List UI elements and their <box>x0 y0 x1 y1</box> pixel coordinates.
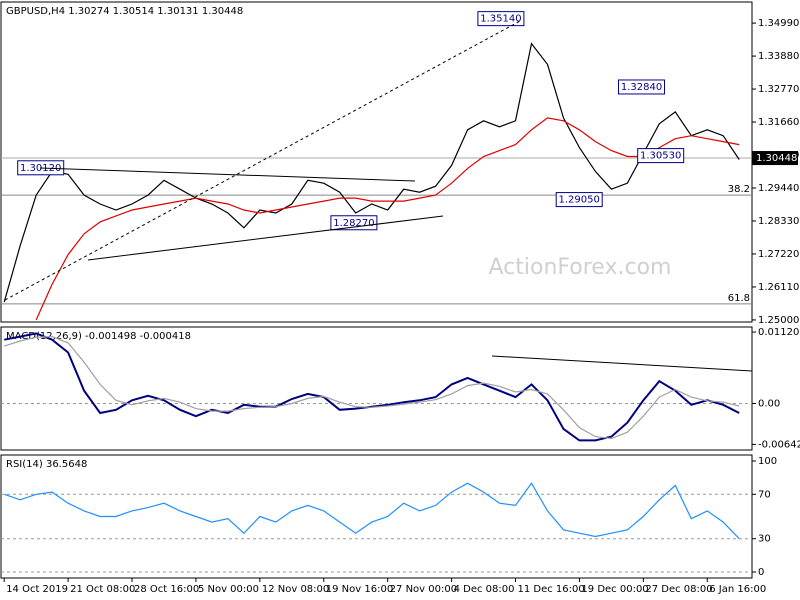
panel-frame <box>0 454 753 579</box>
y-tick-label: 1.33880 <box>758 51 799 62</box>
y-tick-label: 30 <box>758 534 771 545</box>
panel-frame <box>0 326 753 451</box>
y-tick-label: 1.34990 <box>758 18 799 29</box>
y-tick-label: 70 <box>758 489 771 500</box>
price-annotation: 1.30530 <box>637 148 685 164</box>
fib-label: 38.2 <box>728 184 750 195</box>
series-line <box>3 42 740 303</box>
y-tick-label: 1.31660 <box>758 117 799 128</box>
y-tick-label: 0.00 <box>758 398 780 409</box>
price-annotation: 1.35140 <box>477 11 525 27</box>
y-tick-label: 1.26110 <box>758 282 799 293</box>
annotation-label: 1.29050 <box>559 195 600 206</box>
x-tick-label: 27 Dec 08:00 <box>645 584 712 595</box>
lower-triangle-line <box>87 215 444 261</box>
panel-title: RSI(14) 36.5648 <box>6 459 87 470</box>
annotation-box <box>637 148 685 164</box>
y-tick-label: 100 <box>758 456 777 467</box>
series-line <box>4 482 740 540</box>
panel-title: MACD(12,26,9) -0.001498 -0.000418 <box>6 331 191 342</box>
drawing-tools <box>4 19 753 372</box>
y-tick-label: 0.011209 <box>758 327 800 338</box>
x-tick-label: 14 Oct 2019 <box>6 584 68 595</box>
annotation-box <box>555 192 603 208</box>
series-line <box>35 117 740 321</box>
x-tick-label: 4 Dec 08:00 <box>454 584 515 595</box>
dashed-trendline <box>4 19 523 301</box>
panel-title: GBPUSD,H4 1.30274 1.30514 1.30131 1.3044… <box>6 6 243 17</box>
x-tick-label: 6 Jan 16:00 <box>709 584 766 595</box>
y-tick-label: 1.27220 <box>758 249 799 260</box>
y-tick-label: 1.29440 <box>758 183 799 194</box>
x-tick-label: 28 Oct 16:00 <box>134 584 199 595</box>
y-tick-label: -0.00642 <box>758 439 800 450</box>
annotation-box <box>618 79 666 95</box>
x-tick-label: 19 Nov 16:00 <box>326 584 393 595</box>
last-price-label: 1.30448 <box>756 153 797 164</box>
series-line <box>4 335 740 440</box>
price-annotation: 1.28270 <box>330 215 378 231</box>
fib-label: 61.8 <box>728 293 750 304</box>
upper-triangle-line <box>39 167 416 182</box>
annotation-label: 1.32840 <box>621 82 662 93</box>
price-annotation: 1.29050 <box>555 192 603 208</box>
macd-trendline <box>491 355 753 372</box>
annotation-label: 1.28270 <box>333 218 374 229</box>
annotation-label: 1.30530 <box>640 151 681 162</box>
y-tick-label: 1.28330 <box>758 216 799 227</box>
annotation-box <box>330 215 378 231</box>
y-tick-label: 1.25000 <box>758 315 799 326</box>
x-tick-label: 21 Oct 08:00 <box>70 584 135 595</box>
annotation-box <box>477 11 525 27</box>
price-annotation: 1.32840 <box>618 79 666 95</box>
x-tick-label: 19 Dec 00:00 <box>581 584 648 595</box>
annotation-label: 1.35140 <box>480 14 521 25</box>
y-tick-label: 1.32770 <box>758 84 799 95</box>
x-tick-label: 27 Nov 00:00 <box>390 584 457 595</box>
x-tick-label: 5 Nov 00:00 <box>198 584 259 595</box>
watermark: ActionForex.com <box>489 255 672 280</box>
x-tick-label: 11 Dec 16:00 <box>518 584 585 595</box>
last-price-box <box>752 151 798 166</box>
x-tick-label: 12 Nov 08:00 <box>262 584 329 595</box>
y-tick-label: 0 <box>758 567 764 578</box>
